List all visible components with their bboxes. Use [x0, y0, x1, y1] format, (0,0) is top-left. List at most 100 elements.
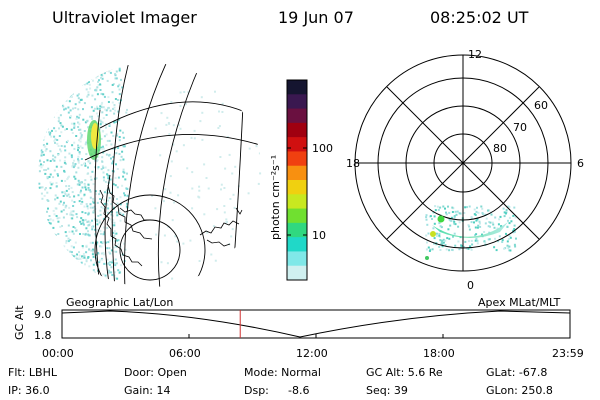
speckle-pixel [91, 219, 93, 222]
colorbar-segment [287, 137, 307, 152]
speckle-pixel [78, 152, 81, 155]
speckle-pixel [119, 129, 122, 132]
speckle-pixel [77, 78, 80, 81]
speckle-pixel [170, 160, 173, 163]
app-title: Ultraviolet Imager [52, 8, 197, 27]
speckle-pixel [105, 202, 108, 205]
speckle-pixel [106, 203, 109, 206]
speckle-pixel [440, 242, 443, 245]
speckle-pixel [106, 79, 109, 82]
speckle-pixel [89, 196, 92, 199]
speckle-pixel [91, 253, 94, 256]
speckle-pixel [42, 74, 45, 76]
speckle-pixel [121, 86, 124, 89]
speckle-pixel [101, 258, 104, 261]
speckle-pixel [456, 210, 459, 213]
speckle-pixel [433, 215, 436, 218]
speckle-pixel [203, 163, 206, 166]
speckle-pixel [55, 185, 58, 188]
speckle-pixel [100, 252, 103, 255]
speckle-pixel [493, 246, 496, 249]
speckle-pixel [71, 73, 74, 76]
speckle-pixel [71, 76, 74, 79]
speckle-pixel [114, 277, 117, 280]
speckle-pixel [44, 131, 47, 133]
info-dsp-value: -8.6 [288, 384, 310, 397]
speckle-pixel [77, 155, 80, 158]
speckle-pixel [177, 124, 180, 127]
speckle-pixel [115, 262, 118, 265]
speckle-pixel [65, 213, 68, 216]
speckle-pixel [60, 102, 63, 105]
speckle-pixel [426, 223, 429, 226]
speckle-pixel [52, 63, 55, 65]
speckle-pixel [439, 249, 442, 251]
speckle-pixel [170, 101, 173, 103]
speckle-pixel [228, 153, 231, 156]
speckle-pixel [53, 135, 56, 138]
speckle-pixel [81, 246, 84, 249]
speckle-pixel [47, 104, 50, 107]
speckle-pixel [95, 257, 98, 260]
speckle-pixel [53, 258, 55, 261]
speckle-pixel [508, 222, 511, 225]
speckle-pixel [55, 268, 58, 271]
speckle-pixel [65, 128, 68, 130]
speckle-pixel [61, 125, 64, 128]
speckle-pixel [45, 272, 48, 275]
speckle-pixel [90, 281, 93, 284]
speckle-pixel [108, 123, 111, 126]
speckle-pixel [100, 245, 103, 248]
speckle-pixel [62, 67, 65, 70]
speckle-pixel [86, 205, 89, 208]
speckle-pixel [52, 226, 55, 229]
speckle-pixel [57, 116, 60, 119]
speckle-pixel [112, 160, 114, 163]
speckle-pixel [107, 169, 110, 172]
speckle-pixel [47, 232, 50, 235]
speckle-pixel [47, 90, 50, 93]
speckle-pixel [75, 229, 78, 232]
speckle-pixel [89, 190, 92, 193]
speckle-pixel [84, 164, 87, 167]
speckle-pixel [102, 147, 105, 150]
speckle-pixel [80, 189, 82, 192]
speckle-pixel [91, 225, 94, 228]
speckle-pixel [43, 254, 46, 257]
speckle-pixel [429, 215, 432, 218]
speckle-pixel [113, 250, 116, 253]
speckle-pixel [114, 77, 117, 80]
speckle-pixel [62, 283, 65, 286]
speckle-pixel [67, 224, 70, 227]
speckle-pixel [45, 230, 48, 233]
speckle-pixel [66, 194, 69, 197]
speckle-pixel [114, 98, 117, 100]
speckle-pixel [102, 106, 105, 109]
speckle-pixel [450, 219, 453, 222]
speckle-pixel [60, 82, 63, 85]
speckle-pixel [117, 269, 120, 272]
speckle-pixel [42, 275, 45, 278]
speckle-pixel [80, 83, 83, 86]
speckle-pixel [99, 119, 102, 122]
speckle-pixel [39, 92, 42, 95]
speckle-pixel [85, 188, 87, 191]
speckle-pixel [90, 69, 93, 72]
speckle-pixel [89, 175, 92, 178]
speckle-pixel [42, 89, 45, 91]
speckle-pixel [67, 176, 69, 179]
speckle-pixel [112, 231, 115, 234]
speckle-pixel [120, 286, 123, 287]
speckle-pixel [62, 66, 65, 69]
speckle-pixel [46, 100, 49, 103]
speckle-pixel [72, 162, 75, 165]
speckle-pixel [50, 183, 53, 186]
speckle-pixel [51, 105, 54, 108]
speckle-pixel [80, 64, 83, 67]
speckle-pixel [39, 69, 42, 72]
speckle-pixel [432, 227, 435, 230]
speckle-pixel [42, 231, 44, 234]
speckle-pixel [54, 259, 57, 262]
speckle-pixel [110, 203, 113, 206]
